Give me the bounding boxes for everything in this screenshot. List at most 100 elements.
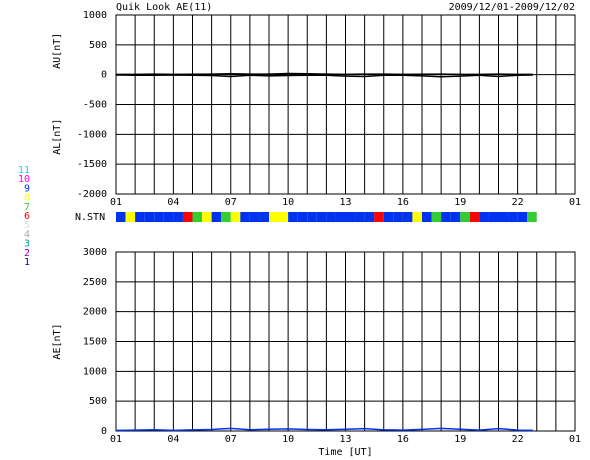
station-segment [479,212,489,222]
y-tick-label: 500 [89,40,107,51]
x-tick-label: 16 [397,197,409,208]
station-segment [202,212,212,222]
y-axis-label: AL[nT] [52,119,63,155]
y-tick-label: 2000 [83,307,107,318]
station-segment [422,212,432,222]
x-tick-label: 19 [454,197,466,208]
station-segment [431,212,442,222]
y-tick-label: 2500 [83,277,107,288]
station-segment [326,212,336,222]
x-axis-label: Time [UT] [318,447,372,458]
station-segment [221,212,231,222]
legend-level: 2 [24,248,30,259]
station-segment [383,212,394,222]
data-line [115,427,533,432]
y-tick-label: 1000 [83,366,107,377]
x-tick-label: 13 [339,197,351,208]
station-segment [412,212,422,222]
legend-level: 11 [18,165,30,176]
legend-level: 5 [24,220,30,231]
x-tick-label: 13 [339,434,351,445]
station-segment [116,212,126,222]
station-segment [135,212,145,222]
station-segment [288,212,298,222]
station-segment [345,212,356,222]
x-tick-label: 10 [282,197,294,208]
x-tick-label: 10 [282,434,294,445]
station-segment [393,212,403,222]
x-tick-label: 22 [512,197,524,208]
station-segment [249,212,260,222]
x-tick-label: 01 [110,197,122,208]
station-segment [259,212,269,222]
legend-level: 4 [24,229,30,240]
station-segment [144,212,155,222]
station-segment [125,212,136,222]
station-segment [402,212,413,222]
legend-level: 8 [24,193,30,204]
station-segment [307,212,317,222]
station-segment [517,212,528,222]
station-segment [269,212,279,222]
legend-level: 6 [24,211,30,222]
y-tick-label: -2000 [77,189,107,200]
y-tick-label: 1500 [83,337,107,348]
station-segment [154,212,164,222]
y-axis-label: AE[nT] [52,323,63,359]
station-segment [316,212,327,222]
station-segment [469,212,480,222]
station-segment [527,212,537,222]
station-segment [441,212,451,222]
station-segment [355,212,365,222]
chart-title: Quik Look AE(11) [116,2,212,13]
y-tick-label: -1500 [77,159,107,170]
strip-label: N.STN [75,212,105,223]
x-tick-label: 04 [167,197,179,208]
x-tick-label: 01 [110,434,122,445]
station-segment [230,212,241,222]
station-segment [364,212,375,222]
y-tick-label: 0 [101,70,107,81]
y-tick-label: -500 [83,100,107,111]
x-tick-label: 22 [512,434,524,445]
chart-subtitle: 2009/12/01-2009/12/02 [449,2,575,13]
y-tick-label: -1000 [77,129,107,140]
station-segment [278,212,289,222]
data-line [116,72,533,76]
legend-level: 7 [24,202,30,213]
data-line [115,74,533,78]
legend-level: 1 [24,257,30,268]
station-segment [498,212,509,222]
legend-level: 10 [18,174,30,185]
station-segment [192,212,203,222]
plot-frame [115,251,576,432]
y-tick-label: 3000 [83,247,107,258]
station-segment [374,212,384,222]
station-segment [450,212,461,222]
station-segment [335,212,346,222]
station-segment [182,212,193,222]
x-tick-label: 01 [569,434,581,445]
y-axis-label: AU[nT] [52,33,63,69]
station-segment [297,212,308,222]
x-tick-label: 01 [569,197,581,208]
station-segment [240,212,250,222]
station-segment [508,212,518,222]
legend-level: 3 [24,239,30,250]
y-tick-label: 0 [101,426,107,437]
x-tick-label: 19 [454,434,466,445]
station-segment [460,212,470,222]
legend-level: 9 [24,183,30,194]
plot-frame [115,14,576,195]
station-segment [211,212,222,222]
y-tick-label: 1000 [83,10,107,21]
station-segment [488,212,499,222]
x-tick-label: 07 [225,434,237,445]
station-segment [163,212,174,222]
x-tick-label: 07 [225,197,237,208]
x-tick-label: 04 [167,434,179,445]
y-tick-label: 500 [89,396,107,407]
station-segment [173,212,183,222]
x-tick-label: 16 [397,434,409,445]
